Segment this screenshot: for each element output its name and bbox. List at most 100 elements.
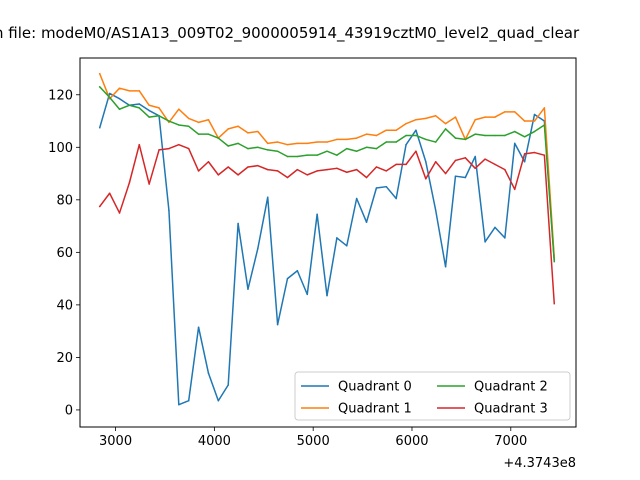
data-point — [504, 111, 506, 113]
data-point — [257, 164, 259, 167]
data-point — [484, 241, 486, 243]
data-point — [425, 138, 427, 141]
data-point — [178, 143, 180, 146]
data-point — [286, 155, 289, 158]
data-point — [405, 122, 407, 125]
data-point — [316, 170, 318, 172]
data-point — [128, 104, 131, 107]
data-point — [247, 132, 249, 134]
data-point — [138, 107, 141, 109]
data-point — [326, 150, 328, 152]
data-point — [474, 133, 476, 135]
data-point — [286, 277, 289, 280]
data-point — [355, 137, 358, 139]
data-point — [365, 176, 368, 179]
data-point — [158, 115, 160, 117]
data-point — [197, 170, 200, 172]
data-point — [296, 142, 299, 145]
data-point — [434, 209, 437, 212]
plot-background — [80, 58, 576, 427]
data-point — [108, 96, 111, 99]
data-point — [434, 115, 437, 117]
data-point — [197, 121, 200, 124]
data-point — [237, 222, 239, 225]
data-point — [178, 108, 180, 110]
data-point — [355, 168, 358, 171]
data-point — [553, 302, 556, 305]
data-point — [227, 384, 229, 386]
data-point — [543, 124, 546, 126]
data-point — [286, 143, 289, 146]
plot-frame — [79, 57, 577, 428]
data-point — [533, 151, 536, 154]
y-tick-label: 20 — [56, 351, 73, 366]
data-point — [533, 113, 536, 116]
legend-label: Quadrant 2 — [474, 380, 548, 395]
data-point — [207, 160, 210, 163]
data-point — [484, 116, 486, 118]
data-point — [227, 128, 229, 130]
data-point — [346, 147, 348, 150]
data-point — [355, 150, 358, 152]
y-tick-label: 120 — [48, 88, 73, 103]
series-3 — [98, 143, 556, 305]
data-point — [257, 247, 259, 250]
data-point — [227, 166, 229, 168]
data-point — [158, 149, 160, 151]
x-tick-label: 5000 — [297, 434, 330, 449]
data-point — [336, 154, 338, 156]
data-point — [306, 293, 308, 296]
data-point — [444, 128, 447, 130]
data-point — [454, 159, 457, 162]
data-point — [444, 266, 447, 268]
data-point — [405, 134, 407, 137]
data-point — [207, 133, 210, 135]
data-point — [266, 142, 269, 145]
legend: Quadrant 0 Quadrant 1 Quadrant 2 Quadrant 3 — [294, 371, 571, 421]
chart-title: n file: modeM0/AS1A13_009T02_9000005914_… — [0, 24, 580, 43]
data-point — [464, 138, 467, 141]
data-point — [138, 143, 141, 146]
legend-item: Quadrant 1 — [301, 402, 412, 417]
data-point — [247, 147, 249, 150]
data-point — [494, 134, 496, 137]
data-point — [415, 118, 417, 121]
data-point — [227, 145, 229, 147]
data-point — [425, 160, 427, 163]
data-point — [405, 143, 407, 146]
y-tick-label: 80 — [56, 193, 73, 208]
data-point — [108, 92, 111, 95]
data-point — [504, 237, 506, 239]
data-point — [494, 163, 496, 166]
data-point — [385, 170, 388, 172]
data-point — [276, 150, 279, 152]
legend-item: Quadrant 0 — [301, 380, 412, 395]
data-point — [375, 147, 378, 150]
data-point — [474, 167, 476, 170]
data-point — [346, 245, 348, 247]
data-point — [415, 150, 417, 152]
data-point — [178, 403, 180, 406]
data-point — [148, 104, 150, 107]
data-point — [187, 147, 190, 150]
data-point — [257, 130, 259, 133]
legend-box — [294, 371, 571, 421]
data-point — [187, 399, 190, 402]
data-point — [454, 175, 457, 177]
data-point — [276, 141, 279, 143]
data-point — [99, 86, 101, 88]
data-point — [346, 138, 348, 141]
data-point — [99, 205, 101, 208]
y-axis: 0 20 40 60 80 100 120 — [48, 88, 80, 418]
data-point — [375, 187, 378, 189]
data-point — [464, 157, 467, 159]
legend-label: Quadrant 3 — [474, 402, 548, 417]
data-point — [444, 122, 447, 125]
data-point — [504, 134, 506, 137]
data-point — [444, 172, 447, 175]
data-point — [266, 149, 269, 151]
series-layer — [98, 72, 556, 406]
data-point — [326, 141, 328, 143]
data-point — [326, 168, 328, 171]
